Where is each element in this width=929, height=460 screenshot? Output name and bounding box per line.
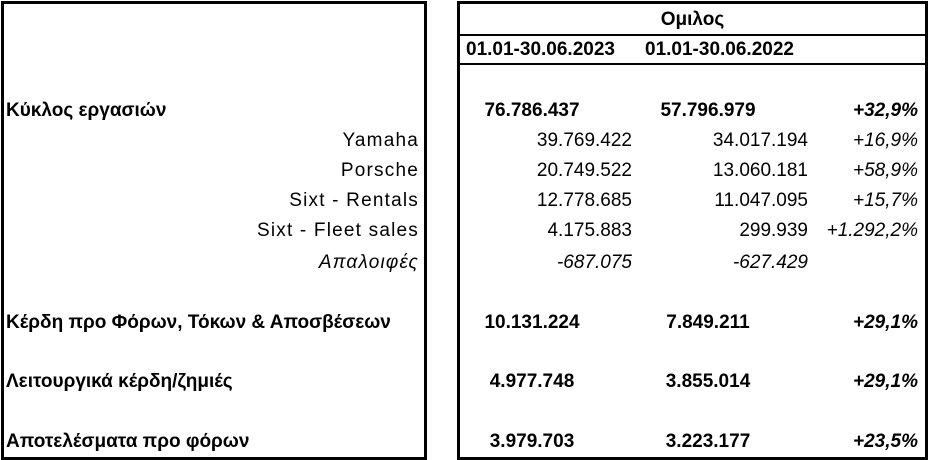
- sixt-fleet-sales-2022: 299.939: [739, 220, 808, 241]
- sixt-rentals-2023: 12.778.685: [536, 190, 632, 211]
- revenue-change: +32,9%: [853, 100, 918, 121]
- sixt-rentals-2022: 11.047.095: [714, 190, 808, 211]
- row-label-yamaha: Yamaha: [342, 130, 419, 151]
- pretax-results-change: +23,5%: [853, 431, 918, 452]
- row-label-pretax-results: Αποτελέσματα προ φόρων: [6, 431, 250, 452]
- group-header: Ομιλος: [660, 9, 725, 30]
- ebitda-2022: 7.849.211: [666, 312, 750, 333]
- values-column-frame: [457, 1, 928, 460]
- ebitda-2023: 10.131.224: [484, 312, 580, 333]
- operating-profit-2023: 4.977.748: [489, 371, 575, 392]
- revenue-2022: 57.796.979: [660, 100, 756, 121]
- ebitda-change: +29,1%: [853, 312, 918, 333]
- period-2022-header: 01.01-30.06.2022: [645, 39, 794, 60]
- revenue-2023: 76.786.437: [484, 100, 580, 121]
- sixt-fleet-sales-change: +1.292,2%: [826, 220, 918, 241]
- sixt-fleet-sales-2023: 4.175.883: [547, 220, 632, 241]
- porsche-change: +58,9%: [853, 160, 918, 181]
- row-label-porsche: Porsche: [340, 160, 419, 181]
- period-2023-header: 01.01-30.06.2023: [466, 39, 615, 60]
- yamaha-2022: 34.017.194: [712, 130, 808, 151]
- row-label-operating-profit: Λειτουργικά κέρδη/ζημιές: [6, 371, 233, 392]
- row-label-sixt-fleet-sales: Sixt - Fleet sales: [256, 220, 419, 241]
- eliminations-2022: -627.429: [732, 252, 808, 273]
- yamaha-change: +16,9%: [853, 130, 918, 151]
- row-label-eliminations: Απαλοιφές: [318, 252, 419, 273]
- row-label-revenue: Κύκλος εργασιών: [6, 100, 167, 121]
- operating-profit-2022: 3.855.014: [665, 371, 751, 392]
- porsche-2022: 13.060.181: [712, 160, 808, 181]
- label-column-frame: [1, 1, 427, 460]
- operating-profit-change: +29,1%: [853, 371, 918, 392]
- eliminations-2023: -687.075: [556, 252, 632, 273]
- pretax-results-2023: 3.979.703: [489, 431, 575, 452]
- pretax-results-2022: 3.223.177: [665, 431, 751, 452]
- yamaha-2023: 39.769.422: [536, 130, 632, 151]
- row-label-sixt-rentals: Sixt - Rentals: [289, 190, 419, 211]
- row-label-ebitda: Κέρδη προ Φόρων, Τόκων & Αποσβέσεων: [6, 312, 391, 333]
- header-divider-bottom: [457, 63, 928, 65]
- porsche-2023: 20.749.522: [536, 160, 632, 181]
- header-divider-top: [457, 34, 928, 36]
- sixt-rentals-change: +15,7%: [853, 190, 918, 211]
